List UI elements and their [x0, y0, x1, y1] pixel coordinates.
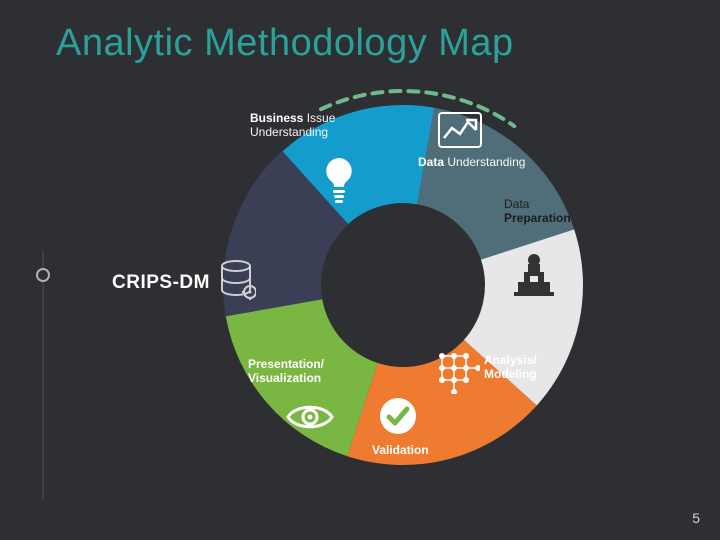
label-business-understanding: Business IssueUnderstanding	[250, 112, 335, 140]
side-rail-dot	[36, 268, 50, 282]
label-data-understanding: Data Understanding	[418, 156, 525, 170]
label-validation: Validation	[372, 444, 429, 458]
page-title: Analytic Methodology Map	[56, 22, 514, 65]
scientist-icon	[514, 252, 554, 303]
bulb-icon	[320, 156, 358, 209]
network-icon	[436, 350, 480, 399]
chart-icon	[438, 112, 482, 153]
slide: Analytic Methodology Map CRIPS-DM Busine…	[0, 0, 720, 540]
label-analysis-modeling: Analysis/Modeling	[484, 354, 537, 382]
label-presentation: Presentation/Visualization	[248, 358, 324, 386]
label-data-prep: DataPreparation	[504, 198, 571, 226]
eye-icon	[286, 402, 334, 437]
database-icon	[220, 260, 256, 305]
methodology-wheel: Business IssueUnderstanding Data Understa…	[208, 70, 598, 490]
page-number: 5	[692, 510, 700, 526]
center-method-label: CRIPS-DM	[112, 272, 210, 294]
check-icon	[378, 396, 418, 441]
side-rail	[42, 250, 44, 500]
